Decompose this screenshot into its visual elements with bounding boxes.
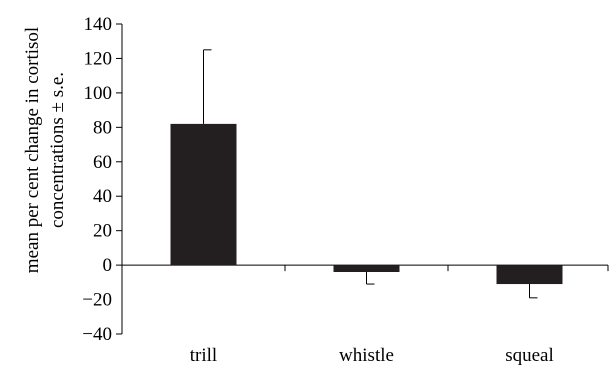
category-label-whistle: whistle	[339, 345, 394, 366]
y-axis-title: mean per cent change in cortisol concent…	[22, 27, 68, 273]
y-axis-title-line-1: mean per cent change in cortisol	[22, 27, 43, 273]
y-tick-label: 40	[93, 186, 112, 207]
y-tick-label: 0	[103, 255, 113, 276]
bar-whistle	[333, 265, 400, 272]
y-tick-label: 20	[93, 221, 112, 242]
y-tick-label: 120	[84, 48, 113, 69]
y-axis-title-line-2: concentrations ± s.e.	[47, 72, 68, 228]
plot-area: 140 120 100 80 60 40 20 0 −20 −40 trill whistle sque…	[82, 14, 609, 366]
bar-trill	[170, 123, 237, 266]
y-tick-label: −20	[82, 290, 112, 311]
y-tick-label: 140	[84, 14, 113, 35]
y-tick-label: −40	[82, 324, 112, 345]
y-tick-label: 100	[84, 83, 113, 104]
y-tick-label: 80	[93, 117, 112, 138]
y-tick-label: 60	[93, 152, 112, 173]
bar-squeal	[496, 265, 563, 285]
category-label-squeal: squeal	[505, 345, 554, 366]
category-label-trill: trill	[190, 345, 217, 366]
